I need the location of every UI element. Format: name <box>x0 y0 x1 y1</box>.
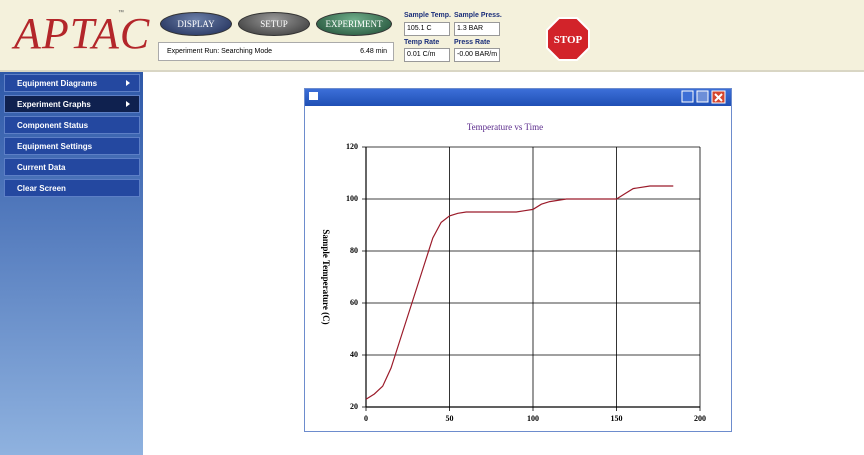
submenu-arrow <box>126 80 130 86</box>
logo: APTAC <box>14 9 151 58</box>
y-tick-label: 80 <box>350 246 358 255</box>
display-button[interactable]: DISPLAY <box>160 12 232 36</box>
window-titlebar <box>305 89 731 106</box>
maximize-button[interactable] <box>696 90 709 103</box>
stop-button[interactable]: STOP <box>546 17 590 61</box>
experiment-button[interactable]: EXPERIMENT <box>316 12 392 36</box>
y-tick-label: 60 <box>350 298 358 307</box>
window-icon <box>309 92 318 100</box>
sidebar <box>0 72 143 455</box>
minimize-button[interactable] <box>681 90 694 103</box>
y-tick-label: 40 <box>350 350 358 359</box>
menu-item[interactable]: Component Status <box>4 116 140 134</box>
x-tick-label: 100 <box>527 414 539 423</box>
menu-item[interactable]: Equipment Settings <box>4 137 140 155</box>
menu-item[interactable]: Equipment Diagrams <box>4 74 140 92</box>
stop-label: STOP <box>554 34 583 46</box>
trademark: ™ <box>118 10 124 16</box>
x-tick-label: 200 <box>694 414 706 423</box>
field-label: Temp Rate <box>404 39 440 46</box>
data-line <box>365 185 674 400</box>
submenu-arrow <box>126 101 130 107</box>
close-icon <box>714 93 723 102</box>
menu-item[interactable]: Clear Screen <box>4 179 140 197</box>
field-value: -0.00 BAR/m <box>454 48 500 62</box>
field-label: Press Rate <box>454 39 491 46</box>
menu-item[interactable]: Current Data <box>4 158 140 176</box>
x-tick-label: 50 <box>446 414 454 423</box>
y-tick-label: 20 <box>350 402 358 411</box>
stop-sign <box>546 17 590 61</box>
menu-arrows <box>126 80 130 107</box>
field-label: Sample Press. <box>454 12 502 19</box>
x-tick-label: 0 <box>364 414 368 423</box>
chart-title: Temperature vs Time <box>467 122 543 132</box>
field-value: 1.3 BAR <box>454 22 500 36</box>
setup-button[interactable]: SETUP <box>238 12 310 36</box>
y-tick-label: 100 <box>346 194 358 203</box>
field-value: 0.01 C/m <box>404 48 450 62</box>
menu-item[interactable]: Experiment Graphs <box>4 95 140 113</box>
y-axis-label: Sample Temperature (C) <box>321 229 331 324</box>
field-label: Sample Temp. <box>404 12 451 19</box>
y-tick-label: 120 <box>346 142 358 151</box>
x-tick-label: 150 <box>611 414 623 423</box>
status-box: Experiment Run: Searching Mode 6.48 min <box>158 42 394 61</box>
status-text: Experiment Run: Searching Mode <box>167 48 273 55</box>
field-value: 105.1 C <box>404 22 450 36</box>
graph-window <box>304 88 732 432</box>
elapsed-time: 6.48 min <box>360 48 387 55</box>
